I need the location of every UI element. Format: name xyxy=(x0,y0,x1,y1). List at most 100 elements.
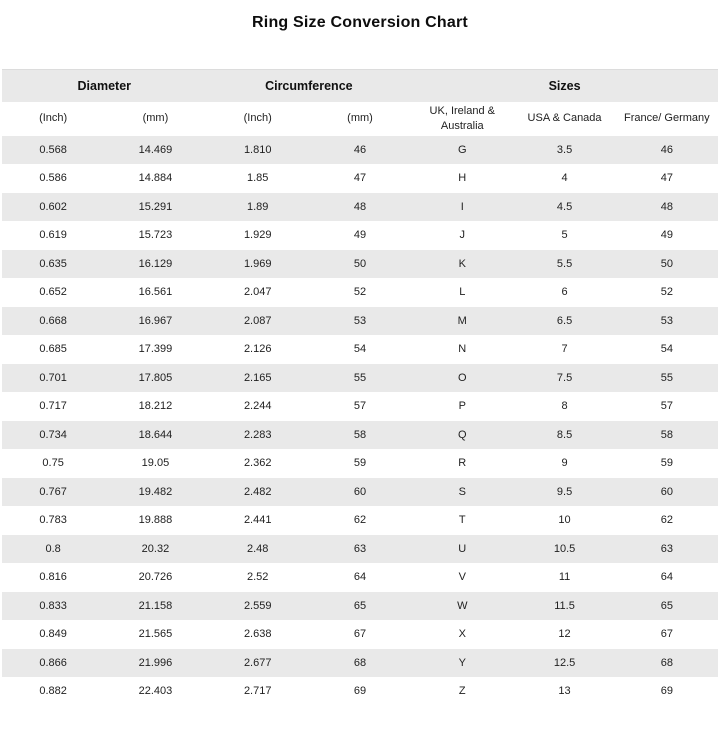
table-cell: 68 xyxy=(308,648,412,677)
table-row: 0.619 15.723 1.929 49 J 5 49 xyxy=(2,221,718,250)
table-row: 0.701 17.805 2.165 55 O 7.5 55 xyxy=(2,363,718,392)
table-cell: 1.85 xyxy=(206,164,309,193)
table-cell: R xyxy=(411,449,514,478)
table-cell: 18.644 xyxy=(104,420,207,449)
table-cell: 2.677 xyxy=(206,648,309,677)
table-row: 0.816 20.726 2.52 64 V 11 64 xyxy=(2,563,718,592)
table-cell: 48 xyxy=(615,192,718,221)
table-row: 0.866 21.996 2.677 68 Y 12.5 68 xyxy=(2,648,718,677)
table-cell: 1.89 xyxy=(206,192,309,221)
table-cell: 53 xyxy=(308,306,412,335)
table-cell: 12.5 xyxy=(513,648,616,677)
table-cell: 2.126 xyxy=(206,335,309,364)
table-cell: 5 xyxy=(513,221,616,250)
table-cell: 0.849 xyxy=(2,620,105,649)
table-cell: 59 xyxy=(308,449,412,478)
table-row: 0.568 14.469 1.810 46 G 3.5 46 xyxy=(2,135,718,164)
group-header-diameter: Diameter xyxy=(2,69,207,102)
table-cell: Y xyxy=(411,648,514,677)
table-cell: 62 xyxy=(308,506,412,535)
ring-size-conversion-table: Diameter Circumference Sizes (Inch) (mm)… xyxy=(2,69,718,706)
table-cell: H xyxy=(411,164,514,193)
table-cell: 2.717 xyxy=(206,677,309,706)
table-row: 0.767 19.482 2.482 60 S 9.5 60 xyxy=(2,477,718,506)
table-cell: 0.8 xyxy=(2,534,105,563)
table-cell: 20.32 xyxy=(104,534,207,563)
table-cell: 46 xyxy=(615,135,718,164)
table-cell: 21.158 xyxy=(104,591,207,620)
col-header-diameter-mm: (mm) xyxy=(104,101,207,136)
table-cell: 10 xyxy=(513,506,616,535)
table-cell: 21.565 xyxy=(104,620,207,649)
table-row: 0.586 14.884 1.85 47 H 4 47 xyxy=(2,164,718,193)
table-cell: 59 xyxy=(615,449,718,478)
table-cell: 55 xyxy=(308,363,412,392)
table-row: 0.75 19.05 2.362 59 R 9 59 xyxy=(2,449,718,478)
table-cell: 0.816 xyxy=(2,563,105,592)
table-cell: P xyxy=(411,392,514,421)
table-cell: 50 xyxy=(615,249,718,278)
table-cell: W xyxy=(411,591,514,620)
table-cell: 17.805 xyxy=(104,363,207,392)
table-header: Diameter Circumference Sizes (Inch) (mm)… xyxy=(2,69,718,136)
table-cell: 21.996 xyxy=(104,648,207,677)
table-cell: 69 xyxy=(615,677,718,706)
table-cell: 0.866 xyxy=(2,648,105,677)
table-body: 0.568 14.469 1.810 46 G 3.5 46 0.586 14.884 1.85 4… xyxy=(2,135,718,706)
table-cell: 19.888 xyxy=(104,506,207,535)
table-cell: 64 xyxy=(308,563,412,592)
table-cell: Q xyxy=(411,420,514,449)
table-cell: 0.652 xyxy=(2,278,105,307)
table-cell: 52 xyxy=(615,278,718,307)
table-cell: 5.5 xyxy=(513,249,616,278)
table-cell: 14.884 xyxy=(104,164,207,193)
table-cell: 50 xyxy=(308,249,412,278)
table-cell: 0.701 xyxy=(2,363,105,392)
table-cell: 65 xyxy=(308,591,412,620)
table-cell: V xyxy=(411,563,514,592)
table-cell: 47 xyxy=(308,164,412,193)
table-cell: 46 xyxy=(308,135,412,164)
group-header-row: Diameter Circumference Sizes xyxy=(2,69,718,102)
table-cell: 15.723 xyxy=(104,221,207,250)
table-cell: 58 xyxy=(615,420,718,449)
table-cell: 68 xyxy=(615,648,718,677)
table-row: 0.783 19.888 2.441 62 T 10 62 xyxy=(2,506,718,535)
table-cell: 2.165 xyxy=(206,363,309,392)
table-cell: 3.5 xyxy=(513,135,616,164)
table-cell: 2.559 xyxy=(206,591,309,620)
table-cell: 15.291 xyxy=(104,192,207,221)
table-cell: J xyxy=(411,221,514,250)
table-cell: 62 xyxy=(615,506,718,535)
table-cell: 0.619 xyxy=(2,221,105,250)
col-header-circumference-inch: (Inch) xyxy=(206,101,309,136)
group-header-circumference: Circumference xyxy=(206,69,412,102)
table-cell: 63 xyxy=(308,534,412,563)
table-cell: 0.767 xyxy=(2,477,105,506)
table-cell: 2.283 xyxy=(206,420,309,449)
table-cell: 11 xyxy=(513,563,616,592)
table-cell: 0.734 xyxy=(2,420,105,449)
table-cell: 4.5 xyxy=(513,192,616,221)
table-cell: 2.362 xyxy=(206,449,309,478)
table-cell: 2.48 xyxy=(206,534,309,563)
table-cell: 49 xyxy=(615,221,718,250)
table-cell: 9 xyxy=(513,449,616,478)
table-cell: 11.5 xyxy=(513,591,616,620)
table-cell: 48 xyxy=(308,192,412,221)
table-cell: I xyxy=(411,192,514,221)
table-cell: 0.586 xyxy=(2,164,105,193)
table-cell: O xyxy=(411,363,514,392)
table-row: 0.668 16.967 2.087 53 M 6.5 53 xyxy=(2,306,718,335)
table-cell: 4 xyxy=(513,164,616,193)
col-header-usa-canada: USA & Canada xyxy=(513,101,616,136)
table-cell: K xyxy=(411,249,514,278)
table-cell: 57 xyxy=(308,392,412,421)
table-cell: 2.441 xyxy=(206,506,309,535)
col-header-diameter-inch: (Inch) xyxy=(2,101,105,136)
table-cell: 63 xyxy=(615,534,718,563)
table-cell: 13 xyxy=(513,677,616,706)
table-row: 0.833 21.158 2.559 65 W 11.5 65 xyxy=(2,591,718,620)
table-row: 0.602 15.291 1.89 48 I 4.5 48 xyxy=(2,192,718,221)
table-cell: 16.129 xyxy=(104,249,207,278)
